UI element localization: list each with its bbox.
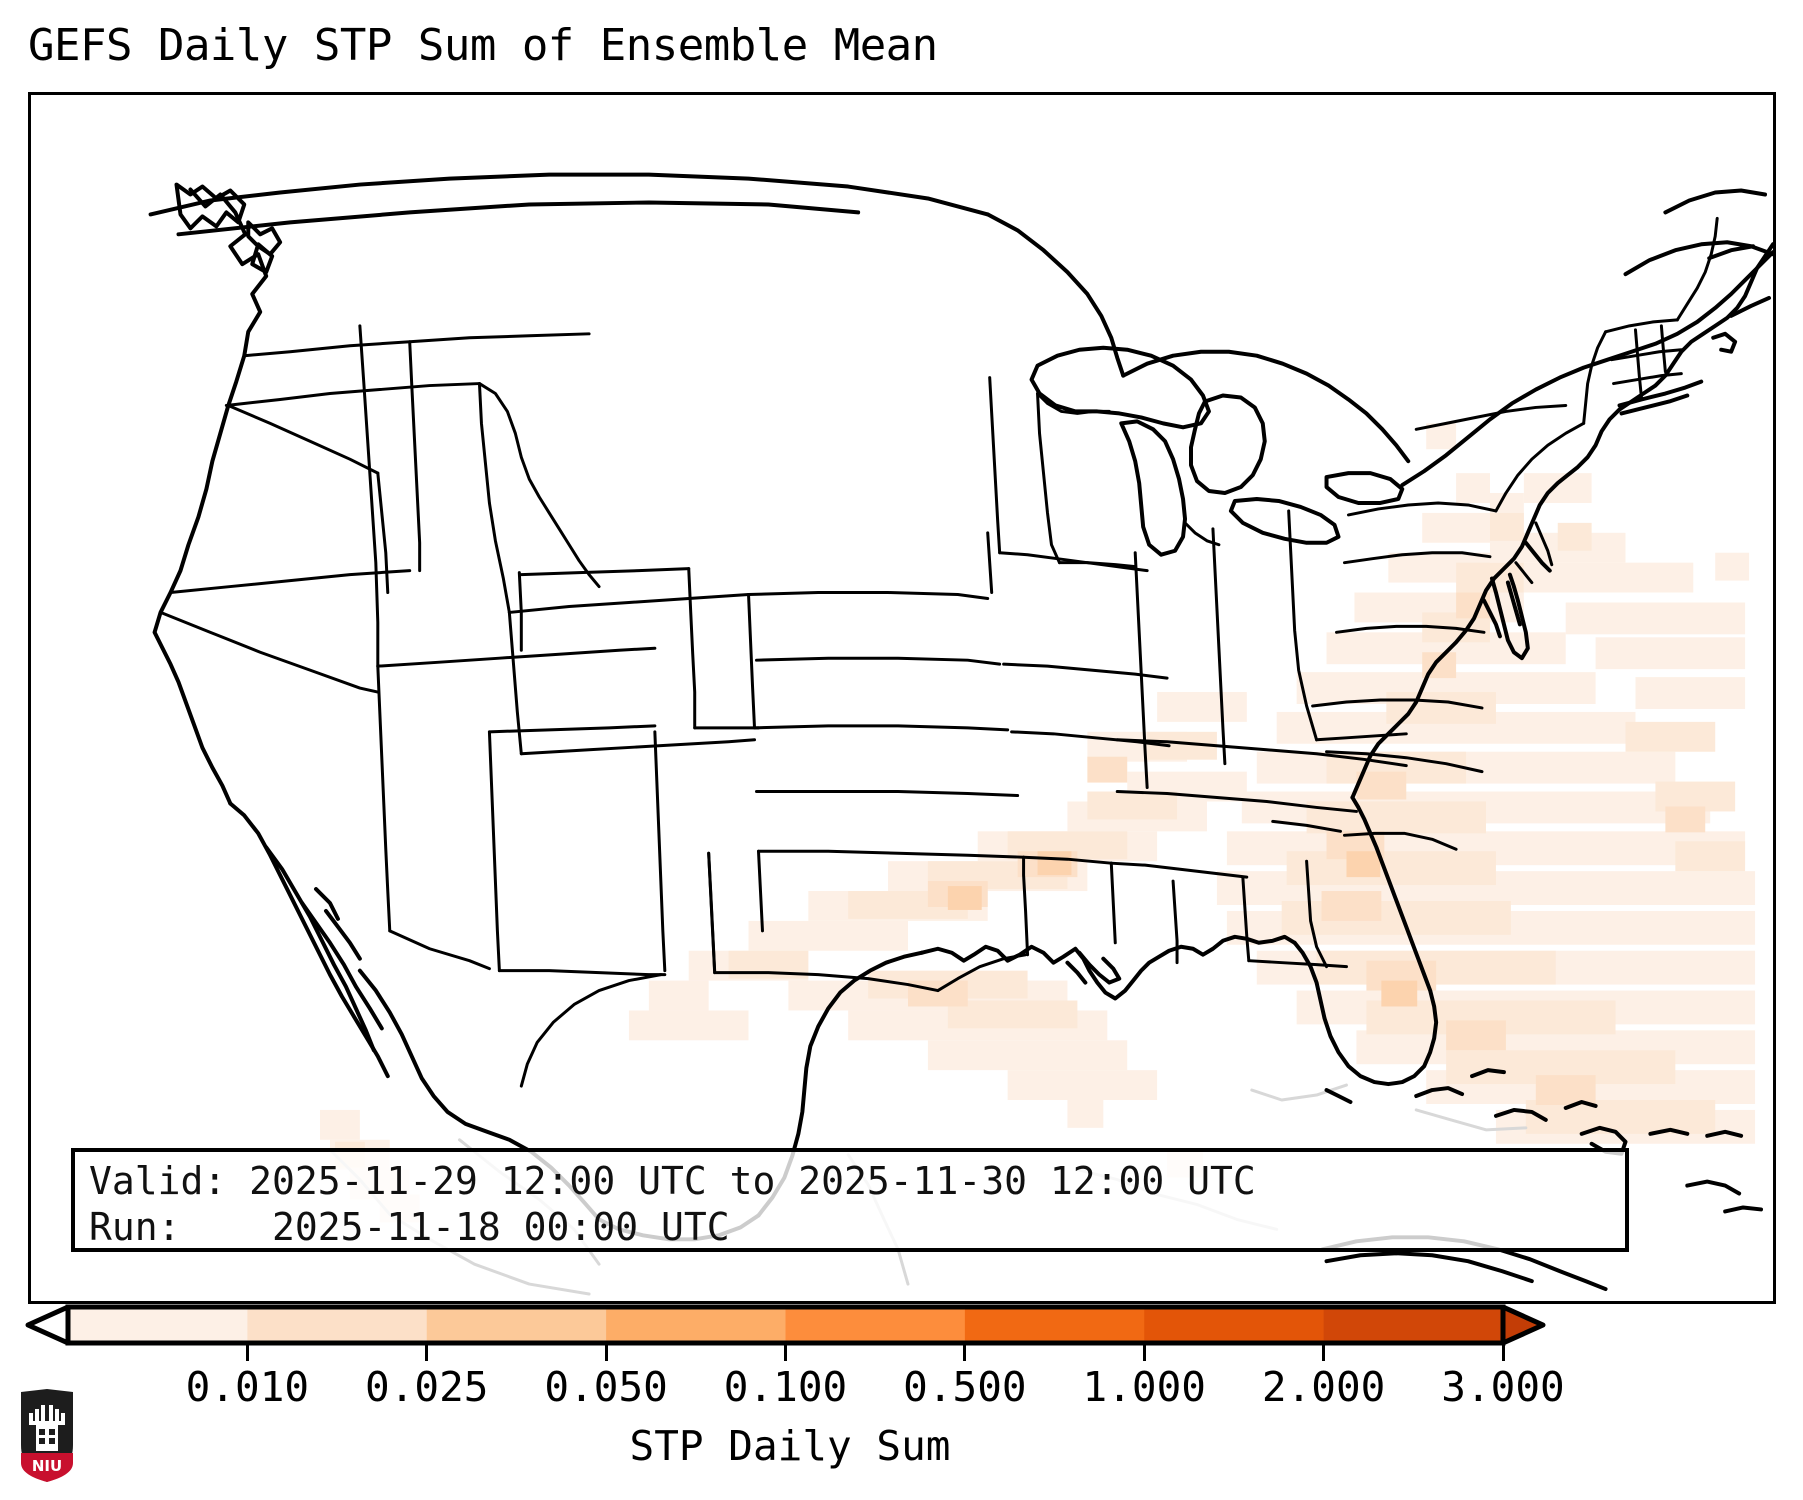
colorbar-axis-label: STP Daily Sum	[629, 1422, 951, 1470]
colorbar-band	[247, 1307, 428, 1343]
colorbar-tick-label: 2.000	[1261, 1363, 1386, 1411]
colorbar-under-arrow	[25, 1304, 71, 1346]
colorbar-tick	[784, 1341, 787, 1361]
geography-outline-layer	[148, 172, 1773, 1292]
colorbar-canvas	[25, 1304, 1546, 1346]
colorbar-tick	[963, 1341, 967, 1361]
colorbar-bands	[68, 1307, 1504, 1343]
colorbar-tick-labels: 0.010 0.025 0.050 0.100 0.500 1.000 2.000 3.000	[0, 1364, 1803, 1414]
page-title: GEFS Daily STP Sum of Ensemble Mean	[28, 20, 938, 71]
colorbar-tick-label: 1.000	[1082, 1363, 1206, 1411]
annotation-box: Valid: 2025-11-29 12:00 UTC to 2025-11-3…	[71, 1148, 1629, 1252]
map-panel[interactable]: Valid: 2025-11-29 12:00 UTC to 2025-11-3…	[28, 92, 1776, 1304]
colorbar-band	[1144, 1307, 1325, 1343]
colorbar-band	[964, 1307, 1145, 1343]
colorbar-tick-label: 0.500	[903, 1363, 1027, 1411]
colorbar-over-arrow	[1500, 1304, 1546, 1346]
niu-logo: NIU	[17, 1385, 77, 1487]
colorbar-tick	[1322, 1341, 1326, 1361]
logo-banner	[21, 1453, 73, 1482]
colorbar-tick-label: 3.000	[1441, 1363, 1565, 1411]
map-canvas	[148, 172, 1773, 1296]
run-time-line: Run: 2025-11-18 00:00 UTC	[89, 1205, 730, 1249]
stp-shading-layer	[320, 423, 1756, 1223]
colorbar-band	[426, 1307, 607, 1343]
valid-time-line: Valid: 2025-11-29 12:00 UTC to 2025-11-3…	[89, 1159, 1256, 1203]
colorbar-band	[1323, 1307, 1504, 1343]
colorbar-tick-label: 0.025	[365, 1363, 489, 1411]
logo-castle-windows	[39, 1429, 55, 1444]
colorbar-tick-label: 0.100	[723, 1363, 848, 1411]
colorbar[interactable]	[25, 1304, 1546, 1346]
colorbar-tick	[1142, 1341, 1146, 1361]
colorbar-tick-label: 0.010	[185, 1363, 310, 1411]
colorbar-tick	[425, 1341, 429, 1361]
logo-banner-text: NIU	[32, 1457, 62, 1475]
colorbar-band	[606, 1307, 787, 1343]
colorbar-tick	[245, 1341, 249, 1361]
colorbar-band	[68, 1307, 248, 1343]
colorbar-band	[785, 1307, 966, 1343]
colorbar-tick	[1501, 1341, 1505, 1361]
colorbar-ticks	[68, 1341, 1505, 1363]
colorbar-tick-label: 0.050	[544, 1363, 668, 1411]
colorbar-tick	[604, 1341, 608, 1361]
